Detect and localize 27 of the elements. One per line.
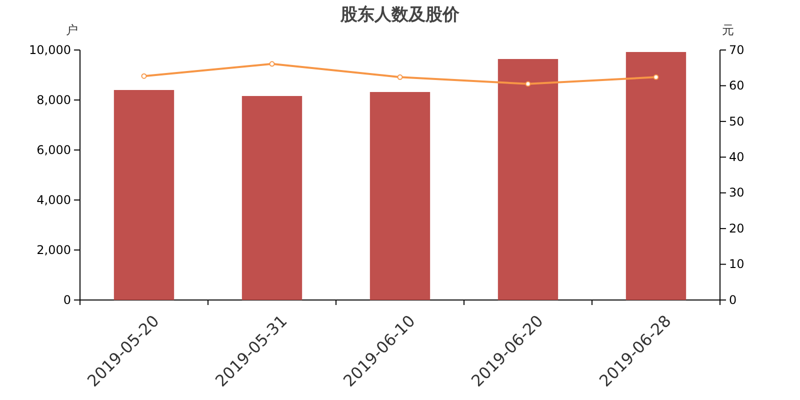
y-tick-label: 6,000 [36,142,71,157]
bar [626,52,686,300]
y2-tick-label: 30 [729,186,744,200]
bar [498,59,558,300]
y-axis-title: 户 [66,23,78,37]
point [141,73,147,79]
y-tick-label: 4,000 [36,192,71,207]
y2-axis-title: 元 [722,23,734,37]
y2-tick-label: 0 [729,292,737,307]
y-tick-label: 2,000 [36,242,71,257]
y2-tick-label: 10 [729,257,744,272]
y-tick-label: 0 [63,292,71,307]
y2-tick-label: 50 [729,114,744,128]
y2-tick-label: 40 [729,150,744,164]
y2-tick-label: 60 [729,78,744,93]
point [653,74,659,80]
bar [114,90,174,300]
y-tick-label: 8,000 [36,92,71,107]
point [397,74,403,80]
chart-title: 股东人数及股价 [340,5,460,25]
point [269,61,275,67]
y2-tick-label: 20 [729,221,744,236]
y-tick-label: 10,000 [29,42,71,57]
bar [242,96,302,300]
point [525,81,531,87]
y2-tick-label: 70 [729,42,744,57]
bar [370,92,430,300]
